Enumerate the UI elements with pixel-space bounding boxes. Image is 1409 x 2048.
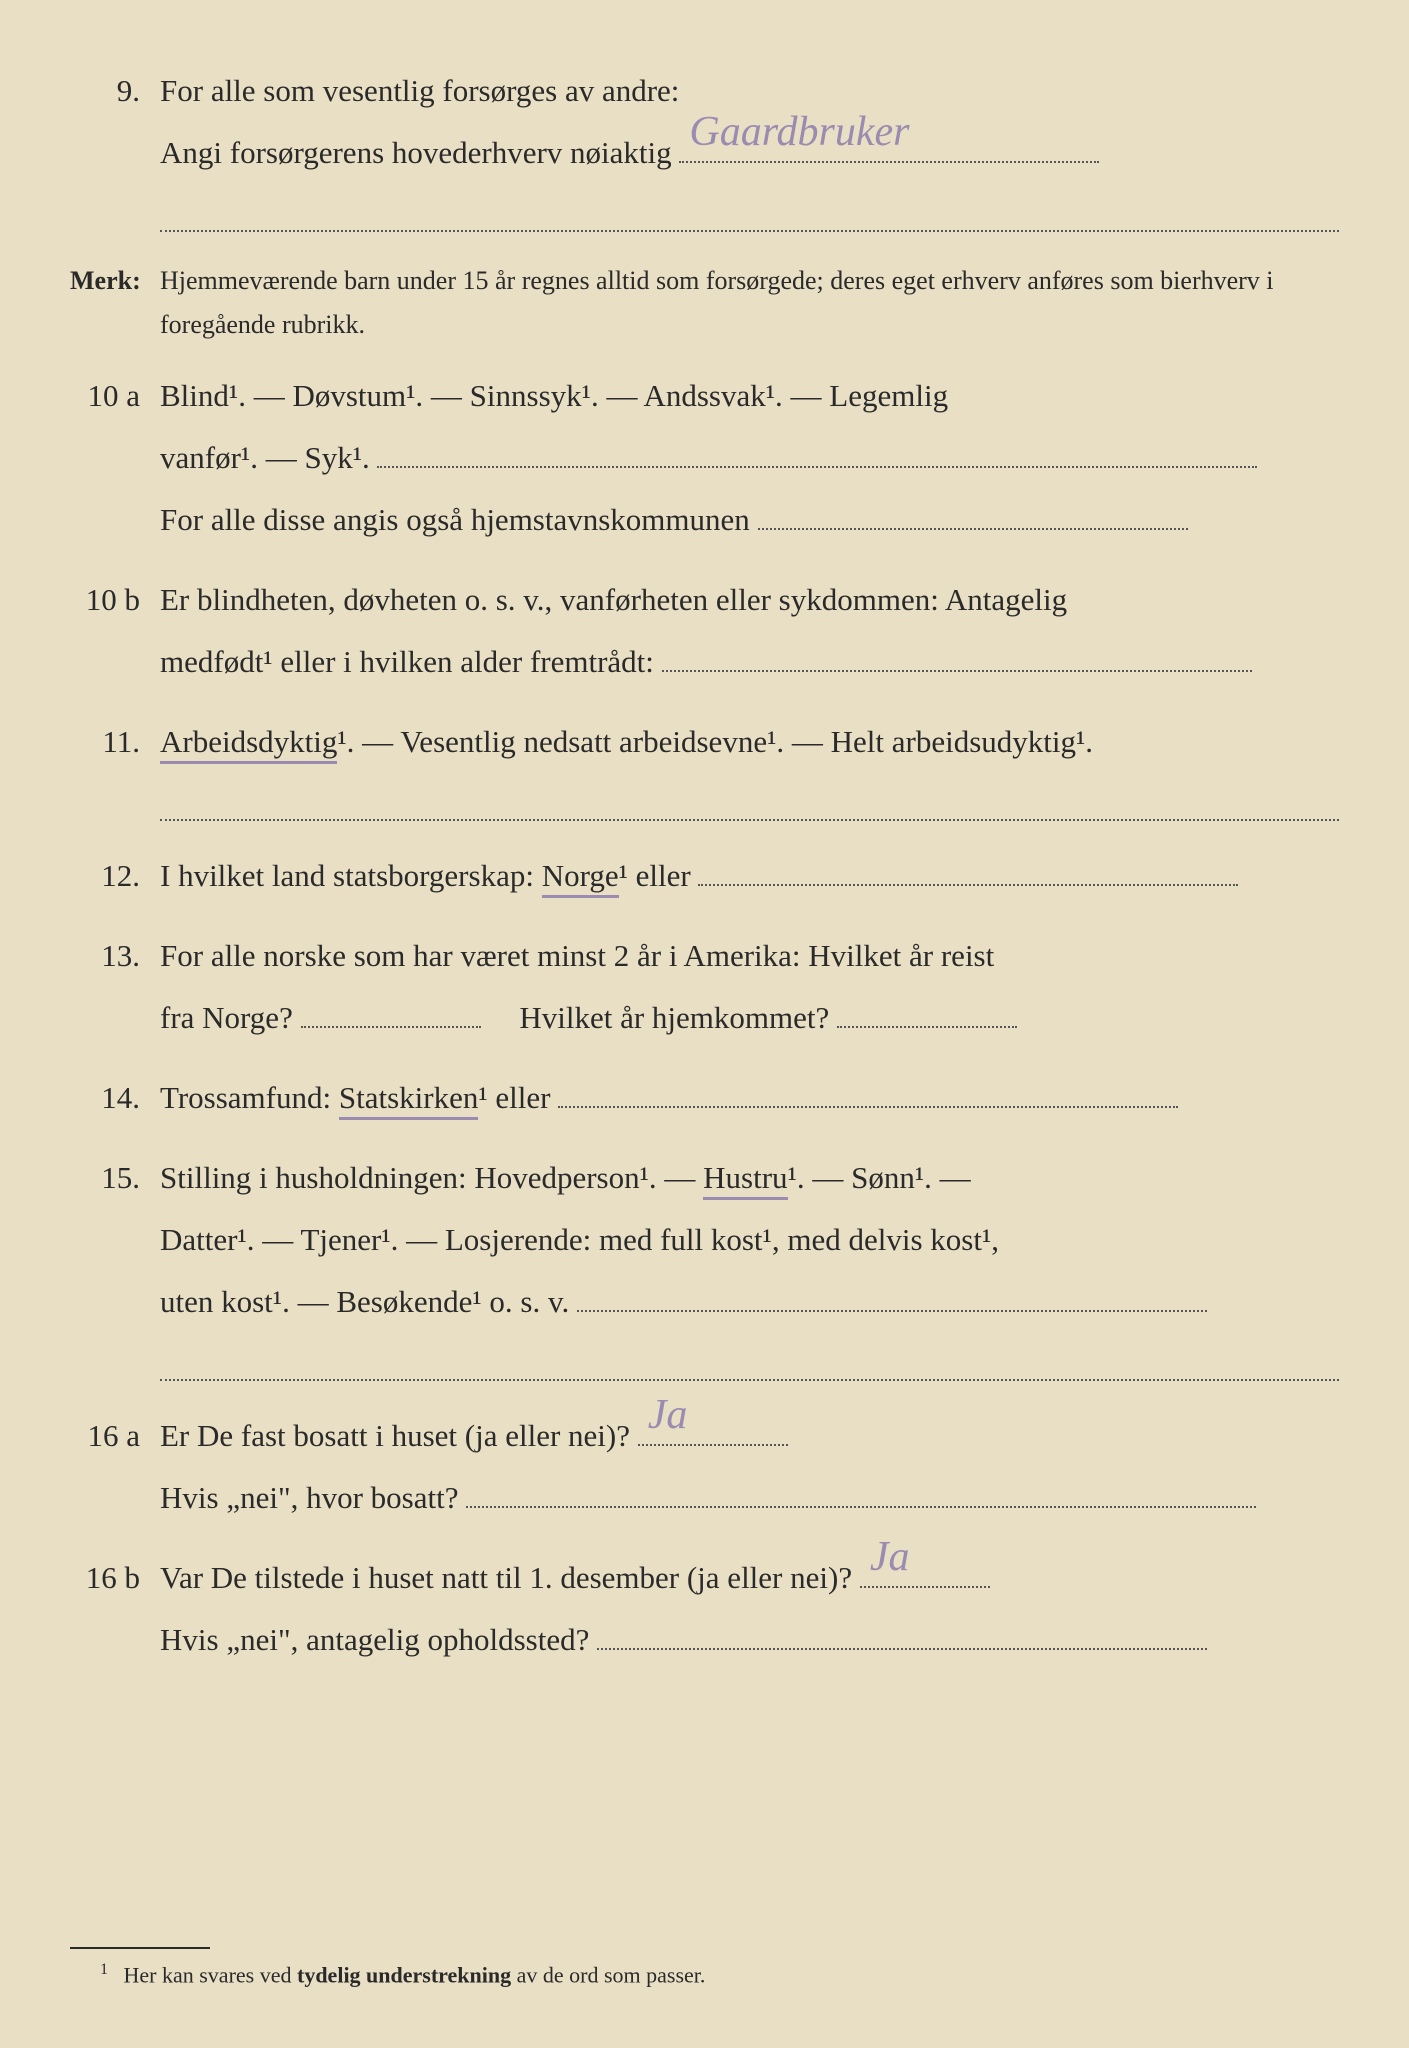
- q13-content: For alle norske som har været minst 2 år…: [160, 925, 1339, 1049]
- q10b-number: 10 b: [70, 571, 160, 630]
- q15-line1a: Stilling i husholdningen: Hovedperson¹. …: [160, 1160, 703, 1195]
- q15-extra-line: [160, 1351, 1339, 1381]
- question-13: 13. For alle norske som har været minst …: [70, 925, 1339, 1049]
- q12-text1: I hvilket land statsborgerskap:: [160, 858, 542, 893]
- q16b-line2: Hvis „nei", antagelig opholdssted?: [160, 1609, 1339, 1671]
- q16b-number: 16 b: [70, 1549, 160, 1608]
- q16a-line2: Hvis „nei", hvor bosatt?: [160, 1467, 1339, 1529]
- q14-text1: Trossamfund:: [160, 1080, 339, 1115]
- q10a-line1: Blind¹. — Døvstum¹. — Sinnssyk¹. — Andss…: [160, 365, 1339, 427]
- q10b-line1: Er blindheten, døvheten o. s. v., vanfør…: [160, 569, 1339, 631]
- q13-line2b: Hvilket år hjemkommet?: [519, 1000, 829, 1035]
- merk-label: Merk:: [70, 256, 160, 305]
- q10a-fill1: [377, 466, 1257, 468]
- merk-note: Merk: Hjemmeværende barn under 15 år reg…: [70, 256, 1339, 347]
- q16b-line1-text: Var De tilstede i huset natt til 1. dese…: [160, 1560, 852, 1595]
- question-16b: 16 b Var De tilstede i huset natt til 1.…: [70, 1547, 1339, 1671]
- q12-content: I hvilket land statsborgerskap: Norge¹ e…: [160, 845, 1339, 907]
- q12-number: 12.: [70, 847, 160, 906]
- footnote-marker: 1: [100, 1961, 108, 1978]
- question-15: 15. Stilling i husholdningen: Hovedperso…: [70, 1147, 1339, 1333]
- footnote: 1 Her kan svares ved tydelig understrekn…: [70, 1961, 1339, 1988]
- q16a-fill2: [466, 1506, 1256, 1508]
- q16a-handwritten: Ja: [648, 1373, 688, 1457]
- q16b-line1: Var De tilstede i huset natt til 1. dese…: [160, 1547, 1339, 1609]
- q15-number: 15.: [70, 1149, 160, 1208]
- question-16a: 16 a Er De fast bosatt i huset (ja eller…: [70, 1405, 1339, 1529]
- q10a-line3-text: For alle disse angis også hjemstavnskomm…: [160, 502, 750, 537]
- q9-fill: Gaardbruker: [679, 161, 1099, 163]
- q13-number: 13.: [70, 927, 160, 986]
- q13-fill1: [301, 1026, 481, 1028]
- q9-content: For alle som vesentlig forsørges av andr…: [160, 60, 1339, 184]
- q11-content: Arbeidsdyktig¹. — Vesentlig nedsatt arbe…: [160, 711, 1339, 773]
- q9-line2: Angi forsørgerens hovederhverv nøiaktig …: [160, 122, 1339, 184]
- question-9: 9. For alle som vesentlig forsørges av a…: [70, 60, 1339, 184]
- q16b-fill1: Ja: [860, 1586, 990, 1588]
- q10a-content: Blind¹. — Døvstum¹. — Sinnssyk¹. — Andss…: [160, 365, 1339, 551]
- q14-number: 14.: [70, 1069, 160, 1128]
- q10a-number: 10 a: [70, 367, 160, 426]
- q15-selected: Hustru: [703, 1160, 787, 1200]
- question-10b: 10 b Er blindheten, døvheten o. s. v., v…: [70, 569, 1339, 693]
- q16a-content: Er De fast bosatt i huset (ja eller nei)…: [160, 1405, 1339, 1529]
- q10a-fill2: [758, 528, 1188, 530]
- q15-line3: uten kost¹. — Besøkende¹ o. s. v.: [160, 1271, 1339, 1333]
- q15-line2: Datter¹. — Tjener¹. — Losjerende: med fu…: [160, 1209, 1339, 1271]
- q12-fill: [698, 884, 1238, 886]
- question-11: 11. Arbeidsdyktig¹. — Vesentlig nedsatt …: [70, 711, 1339, 773]
- q9-number: 9.: [70, 62, 160, 121]
- q16b-handwritten: Ja: [870, 1515, 910, 1599]
- question-14: 14. Trossamfund: Statskirken¹ eller: [70, 1067, 1339, 1129]
- q11-rest: Vesentlig nedsatt arbeidsevne¹. — Helt a…: [400, 724, 1093, 759]
- q16a-line1-text: Er De fast bosatt i huset (ja eller nei)…: [160, 1418, 630, 1453]
- q10b-line2-text: medfødt¹ eller i hvilken alder fremtrådt…: [160, 644, 654, 679]
- q11-sep: ¹. —: [337, 724, 400, 759]
- q10b-fill: [662, 670, 1252, 672]
- q13-fill2: [837, 1026, 1017, 1028]
- q15-content: Stilling i husholdningen: Hovedperson¹. …: [160, 1147, 1339, 1333]
- q16a-fill1: Ja: [638, 1444, 788, 1446]
- footnote-text: Her kan svares ved tydelig understreknin…: [124, 1962, 706, 1987]
- q12-text2: ¹ eller: [619, 858, 691, 893]
- q9-prompt: Angi forsørgerens hovederhverv nøiaktig: [160, 135, 672, 170]
- q16b-fill2: [597, 1648, 1207, 1650]
- q14-selected: Statskirken: [339, 1080, 479, 1120]
- q10a-line3: For alle disse angis også hjemstavnskomm…: [160, 489, 1339, 551]
- q10a-line2: vanfør¹. — Syk¹.: [160, 427, 1339, 489]
- q13-line2: fra Norge? Hvilket år hjemkommet?: [160, 987, 1339, 1049]
- q14-content: Trossamfund: Statskirken¹ eller: [160, 1067, 1339, 1129]
- footnote-area: 1 Her kan svares ved tydelig understrekn…: [70, 1887, 1339, 1988]
- q16b-content: Var De tilstede i huset natt til 1. dese…: [160, 1547, 1339, 1671]
- q16a-number: 16 a: [70, 1407, 160, 1466]
- q16a-line2-text: Hvis „nei", hvor bosatt?: [160, 1480, 458, 1515]
- q9-extra-line: [160, 202, 1339, 232]
- q15-line3-text: uten kost¹. — Besøkende¹ o. s. v.: [160, 1284, 569, 1319]
- question-10a: 10 a Blind¹. — Døvstum¹. — Sinnssyk¹. — …: [70, 365, 1339, 551]
- q10b-content: Er blindheten, døvheten o. s. v., vanfør…: [160, 569, 1339, 693]
- q10b-line2: medfødt¹ eller i hvilken alder fremtrådt…: [160, 631, 1339, 693]
- q13-line1: For alle norske som har været minst 2 år…: [160, 925, 1339, 987]
- q11-extra-line: [160, 791, 1339, 821]
- q14-text2: ¹ eller: [478, 1080, 550, 1115]
- q16a-line1: Er De fast bosatt i huset (ja eller nei)…: [160, 1405, 1339, 1467]
- q9-handwritten: Gaardbruker: [689, 90, 909, 174]
- q13-line2a: fra Norge?: [160, 1000, 293, 1035]
- q14-fill: [558, 1106, 1178, 1108]
- q15-line1: Stilling i husholdningen: Hovedperson¹. …: [160, 1147, 1339, 1209]
- q11-selected: Arbeidsdyktig: [160, 724, 337, 764]
- q16b-line2-text: Hvis „nei", antagelig opholdssted?: [160, 1622, 589, 1657]
- q15-fill: [577, 1310, 1207, 1312]
- q11-number: 11.: [70, 713, 160, 772]
- question-12: 12. I hvilket land statsborgerskap: Norg…: [70, 845, 1339, 907]
- footnote-rule: [70, 1947, 210, 1949]
- q12-selected: Norge: [542, 858, 619, 898]
- q15-line1b: ¹. — Sønn¹. —: [788, 1160, 971, 1195]
- merk-text: Hjemmeværende barn under 15 år regnes al…: [160, 259, 1339, 347]
- q10a-line2-text: vanfør¹. — Syk¹.: [160, 440, 370, 475]
